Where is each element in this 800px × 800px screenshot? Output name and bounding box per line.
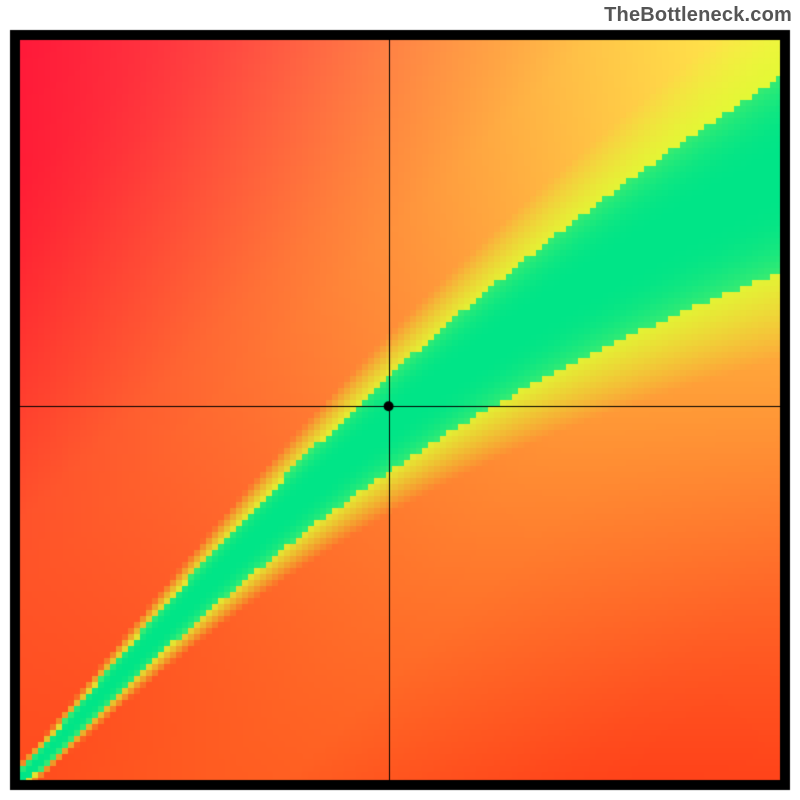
watermark-label: TheBottleneck.com <box>604 4 792 27</box>
bottleneck-heatmap <box>0 0 800 800</box>
